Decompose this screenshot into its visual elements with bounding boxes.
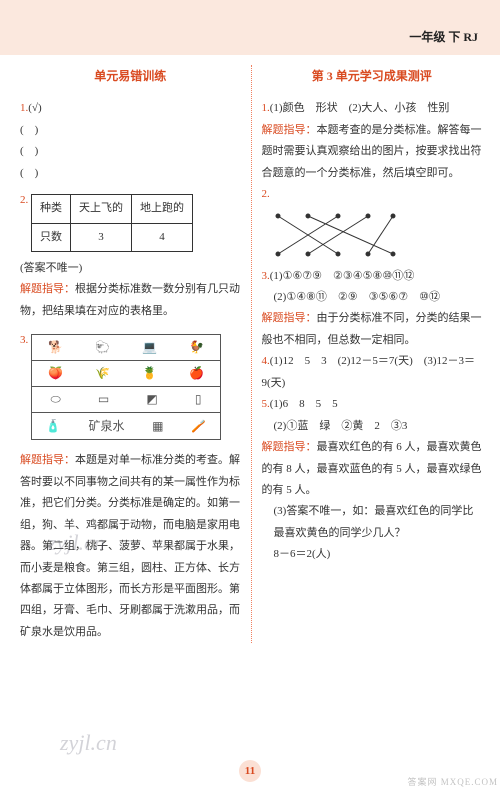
q2: 2. 种类 天上飞的 地上跑的 只数 3 4: [20, 190, 241, 258]
rq5: 5.(1)6 8 5 5: [262, 394, 483, 415]
brush-icon: 🪥: [191, 415, 206, 438]
rq3-l1: (1)①⑥⑦⑨ ②③④⑤⑧⑩⑪⑫: [270, 270, 414, 282]
rq1-hl: 解题指导：: [262, 124, 317, 136]
rq3-num: 3.: [262, 270, 270, 282]
rq2: 2.: [262, 184, 483, 259]
q3: 3. 🐕 🐑 💻 🐓 🍑 🌾 🍍 🍎 ⬭ ▭ ◩: [20, 330, 241, 446]
q2-note: (答案不唯一): [20, 258, 241, 279]
rq4-num: 4.: [262, 355, 270, 367]
rq3-hl: 解题指导：: [262, 312, 317, 324]
towel-icon: ▦: [152, 415, 163, 438]
rq3-l2: (2)①④⑧⑪ ②⑨ ③⑤⑥⑦ ⑩⑫: [262, 287, 483, 308]
toothpaste-icon: 🧴: [46, 415, 61, 438]
rq4-text: (1)12 5 3 (2)12－5＝7(天) (3)12－3＝9(天): [262, 355, 476, 388]
left-title: 单元易错训练: [20, 65, 241, 88]
q3-hint-label: 解题指导：: [20, 454, 75, 466]
q1-l3: ( ): [20, 163, 241, 184]
img-row-4: 🧴 矿泉水 ▦ 🪥: [32, 413, 220, 439]
q1-l0: (√): [28, 102, 41, 114]
grade-label: 一年级 下 RJ: [409, 28, 478, 45]
matching-diagram: [268, 210, 398, 260]
watermark-2: zyjl.cn: [60, 730, 117, 756]
right-column: 第 3 单元学习成果测评 1.(1)颜色 形状 (2)大人、小孩 性别 解题指导…: [252, 61, 483, 643]
page-number: 11: [239, 760, 261, 782]
q3-image-grid: 🐕 🐑 💻 🐓 🍑 🌾 🍍 🍎 ⬭ ▭ ◩ ▯: [31, 334, 221, 440]
q3-hint: 解题指导：本题是对单一标准分类的考查。解答时要以不同事物之间共有的某一属性作为标…: [20, 450, 241, 643]
pineapple-icon: 🍍: [142, 362, 157, 385]
left-column: 单元易错训练 1.(√) ( ) ( ) ( ) 2. 种类 天上飞的 地上跑的…: [20, 61, 251, 643]
cylinder-icon: ⬭: [51, 388, 61, 411]
rq5-num: 5.: [262, 398, 270, 410]
right-title: 第 3 单元学习成果测评: [262, 65, 483, 88]
rq5-l2: (2)①蓝 绿 ②黄 2 ③3: [262, 416, 483, 437]
r0: 只数: [32, 223, 71, 251]
rq5-hint: 解题指导：最喜欢红色的有 6 人，最喜欢黄色的有 8 人，最喜欢蓝色的有 5 人…: [262, 437, 483, 501]
th1: 天上飞的: [71, 195, 132, 223]
cube-icon: ◩: [146, 388, 157, 411]
rq3-hint: 解题指导：由于分类标准不同，分类的结果一般也不相同，但总数一定相同。: [262, 308, 483, 351]
header-band: 一年级 下 RJ: [0, 0, 500, 55]
img-row-1: 🐕 🐑 💻 🐓: [32, 335, 220, 361]
q1-num: 1.: [20, 102, 28, 114]
q1-l1: ( ): [20, 120, 241, 141]
rq5-l1: (1)6 8 5 5: [270, 398, 338, 410]
content-columns: 单元易错训练 1.(√) ( ) ( ) ( ) 2. 种类 天上飞的 地上跑的…: [0, 55, 500, 643]
rq2-num: 2.: [262, 188, 270, 200]
laptop-icon: 💻: [142, 336, 157, 359]
q1-l2: ( ): [20, 141, 241, 162]
rq4: 4.(1)12 5 3 (2)12－5＝7(天) (3)12－3＝9(天): [262, 351, 483, 394]
dog-icon: 🐕: [48, 336, 63, 359]
rq5-l3b: 8－6＝2(人): [262, 544, 483, 565]
apple-icon: 🍎: [189, 362, 204, 385]
th0: 种类: [32, 195, 71, 223]
rq1-hint: 解题指导：本题考查的是分类标准。解答每一题时需要认真观察给出的图片，按要求找出符…: [262, 120, 483, 184]
sheep-icon: 🐑: [95, 336, 110, 359]
q2-hint: 解题指导：根据分类标准数一数分别有几只动物，把结果填在对应的表格里。: [20, 279, 241, 322]
q2-num: 2.: [20, 194, 28, 206]
r1: 3: [71, 223, 132, 251]
th2: 地上跑的: [132, 195, 193, 223]
img-row-3: ⬭ ▭ ◩ ▯: [32, 387, 220, 413]
rq1: 1.(1)颜色 形状 (2)大人、小孩 性别: [262, 98, 483, 119]
rq1-num: 1.: [262, 102, 270, 114]
r2: 4: [132, 223, 193, 251]
corner-watermark: 答案网 MXQE.COM: [407, 775, 498, 788]
q1: 1.(√): [20, 98, 241, 119]
cuboid-icon: ▯: [195, 388, 202, 411]
water-icon: 矿泉水: [88, 415, 124, 438]
q2-hint-label: 解题指导：: [20, 283, 75, 295]
img-row-2: 🍑 🌾 🍍 🍎: [32, 361, 220, 387]
q2-table: 种类 天上飞的 地上跑的 只数 3 4: [31, 194, 193, 252]
rq5-l3a: (3)答案不唯一，如：最喜欢红色的同学比最喜欢黄色的同学少几人？: [262, 501, 483, 544]
q3-num: 3.: [20, 334, 28, 346]
rq5-hl: 解题指导：: [262, 441, 317, 453]
rq1-text: (1)颜色 形状 (2)大人、小孩 性别: [270, 102, 450, 114]
wheat-icon: 🌾: [95, 362, 110, 385]
q3-hint-text: 本题是对单一标准分类的考查。解答时要以不同事物之间共有的某一属性作为标准，把它们…: [20, 454, 240, 638]
rect-icon: ▭: [98, 388, 109, 411]
rq3: 3.(1)①⑥⑦⑨ ②③④⑤⑧⑩⑪⑫: [262, 266, 483, 287]
peach-icon: 🍑: [48, 362, 63, 385]
chicken-icon: 🐓: [189, 336, 204, 359]
